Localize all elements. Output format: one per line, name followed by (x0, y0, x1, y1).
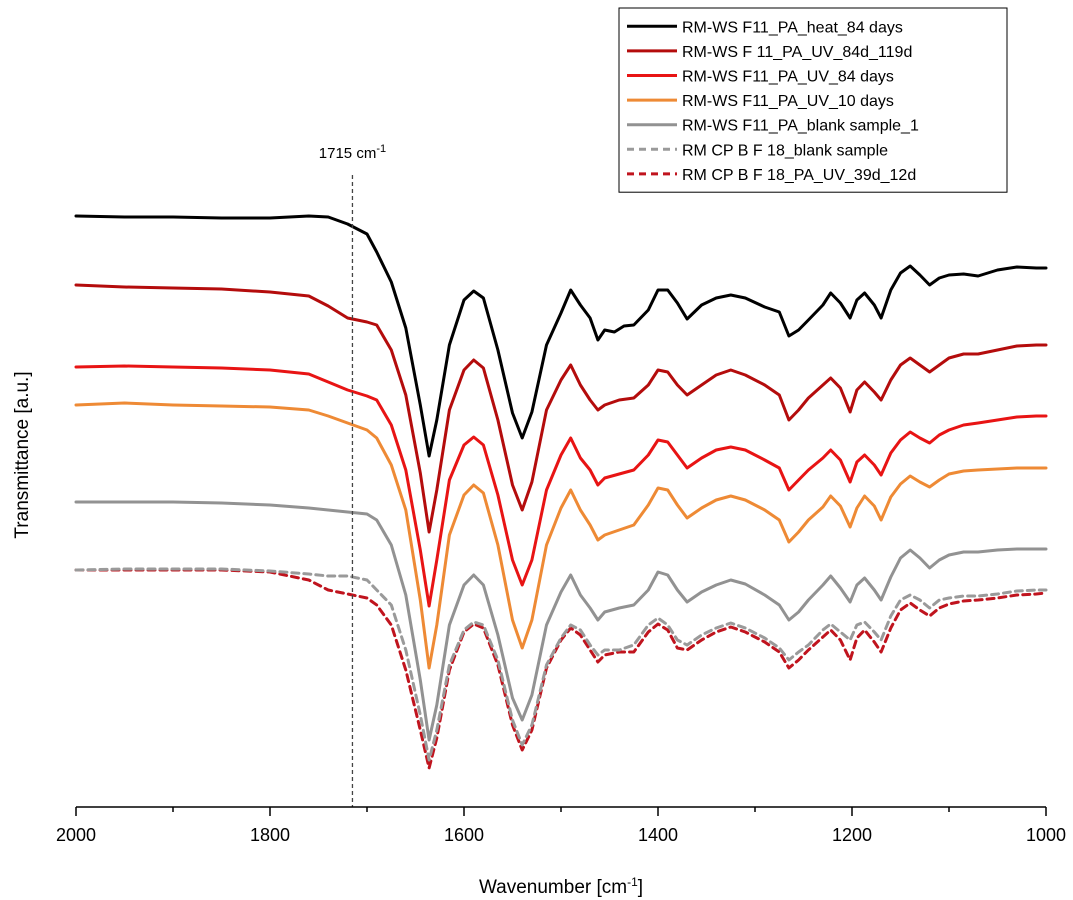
legend: RM-WS F11_PA_heat_84 days RM-WS F 11_PA_U… (618, 7, 1008, 193)
legend-item: RM-WS F11_PA_blank sample_1 (627, 118, 919, 135)
x-tick-label: 1200 (832, 825, 872, 845)
legend-item: RM CP B F 18_blank sample (627, 142, 888, 159)
legend-items: RM-WS F11_PA_heat_84 days RM-WS F 11_PA_U… (627, 19, 919, 184)
series-line-4 (74, 500, 1048, 742)
x-tick-label: 1400 (638, 825, 678, 845)
series-line-6 (74, 568, 1048, 770)
x-tick-label: 2000 (56, 825, 96, 845)
annotation-label: 1715 cm-1 (319, 143, 386, 162)
legend-label: RM-WS F11_PA_UV_10 days (682, 93, 894, 110)
x-tick-label: 1800 (250, 825, 290, 845)
x-tick-label: 1000 (1026, 825, 1066, 845)
series-line-3 (74, 401, 1048, 670)
legend-label: RM-WS F 11_PA_UV_84d_119d (682, 44, 912, 61)
series-line-1 (74, 283, 1048, 534)
x-tick-label: 1600 (444, 825, 484, 845)
series-line-2 (74, 364, 1048, 608)
legend-label: RM-WS F11_PA_UV_84 days (682, 69, 894, 86)
annotation-group: 1715 cm-1 (319, 143, 386, 807)
x-axis-title: Wavenumber [cm-1] (479, 875, 643, 898)
x-axis: 2000 1800 1600 1400 1200 1000 (56, 806, 1066, 845)
legend-label: RM-WS F11_PA_heat_84 days (682, 19, 903, 36)
plot-series-group (74, 214, 1048, 770)
series-line-0 (74, 214, 1048, 458)
x-axis-title-text: Wavenumber [cm (479, 877, 627, 898)
legend-item: RM-WS F11_PA_heat_84 days (627, 19, 903, 36)
x-ticks-group: 2000 1800 1600 1400 1200 1000 (56, 807, 1066, 845)
legend-label: RM-WS F11_PA_blank sample_1 (682, 118, 919, 135)
legend-item: RM-WS F11_PA_UV_10 days (627, 93, 894, 110)
series-line-5 (74, 567, 1048, 762)
x-axis-title-sup: -1 (627, 875, 638, 889)
legend-box (618, 7, 1008, 193)
legend-label: RM CP B F 18_PA_UV_39d_12d (682, 167, 916, 184)
legend-item: RM-WS F11_PA_UV_84 days (627, 69, 894, 86)
legend-item: RM-WS F 11_PA_UV_84d_119d (627, 44, 912, 61)
annotation-label-text: 1715 cm (319, 145, 377, 162)
legend-item: RM CP B F 18_PA_UV_39d_12d (627, 167, 916, 184)
annotation-label-sup: -1 (376, 143, 386, 155)
legend-label: RM CP B F 18_blank sample (682, 142, 888, 159)
x-axis-title-end: ] (638, 877, 643, 898)
y-axis-title: Transmittance [a.u.] (12, 371, 33, 538)
